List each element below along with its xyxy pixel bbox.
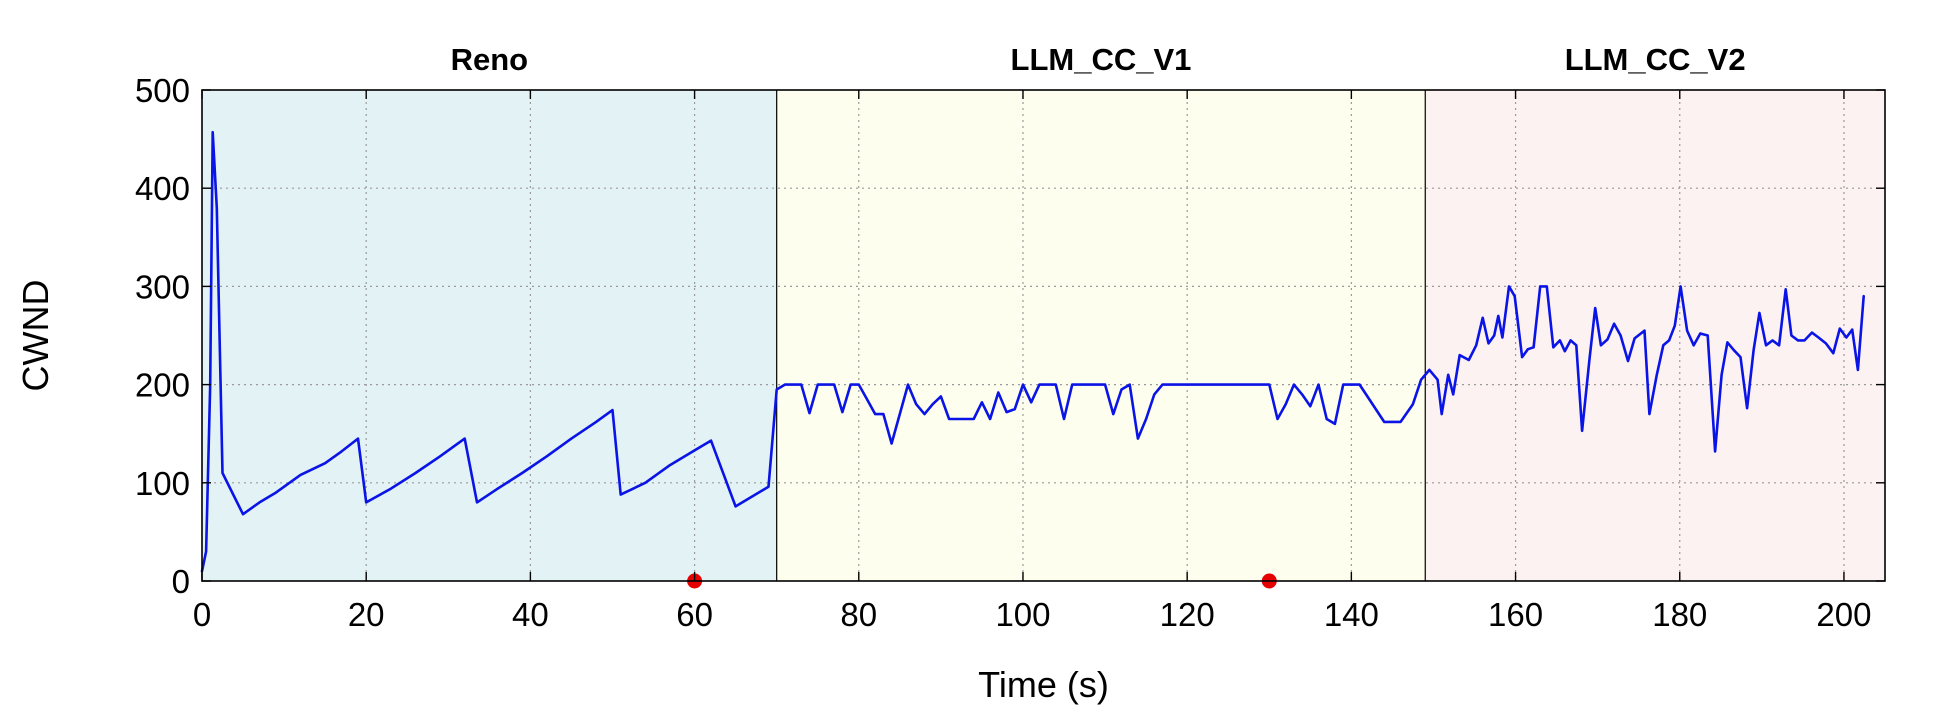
series-layer [200, 130, 1865, 573]
x-tick-label-3: 60 [676, 596, 713, 633]
x-tick-label-0: 0 [193, 596, 211, 633]
axis-ticks [201, 89, 1885, 582]
y-tick-label-0: 0 [172, 563, 190, 600]
region-backgrounds [202, 90, 1885, 581]
x-tick-label-2: 40 [512, 596, 549, 633]
axis-tick-labels: 0 20 40 60 80 100 120 140 160 180 200 0 100 200 300 400… [135, 72, 1872, 633]
region-title-0: Reno [451, 42, 529, 77]
x-tick-label-10: 200 [1816, 596, 1871, 633]
x-tick-label-9: 180 [1652, 596, 1707, 633]
x-tick-label-8: 160 [1488, 596, 1543, 633]
y-axis-title: CWND [15, 280, 56, 392]
region-title-2: LLM_CC_V2 [1565, 42, 1746, 77]
y-tick-label-4: 400 [135, 170, 190, 207]
x-tick-label-5: 100 [995, 596, 1050, 633]
x-tick-label-7: 140 [1324, 596, 1379, 633]
region-dividers [776, 90, 1426, 581]
region-bg-0 [202, 90, 777, 581]
y-tick-label-2: 200 [135, 367, 190, 404]
y-tick-label-3: 300 [135, 268, 190, 305]
region-title-1: LLM_CC_V1 [1011, 42, 1192, 77]
region-bg-1 [776, 90, 1426, 581]
y-tick-label-5: 500 [135, 72, 190, 109]
plot-frame [201, 89, 1886, 582]
x-tick-label-6: 120 [1160, 596, 1215, 633]
region-titles: Reno LLM_CC_V1 LLM_CC_V2 [451, 42, 1746, 77]
cwnd-series-line-0 [200, 130, 1865, 573]
x-axis-title: Time (s) [978, 664, 1109, 705]
x-tick-label-4: 80 [840, 596, 877, 633]
x-tick-label-1: 20 [348, 596, 385, 633]
y-tick-label-1: 100 [135, 465, 190, 502]
